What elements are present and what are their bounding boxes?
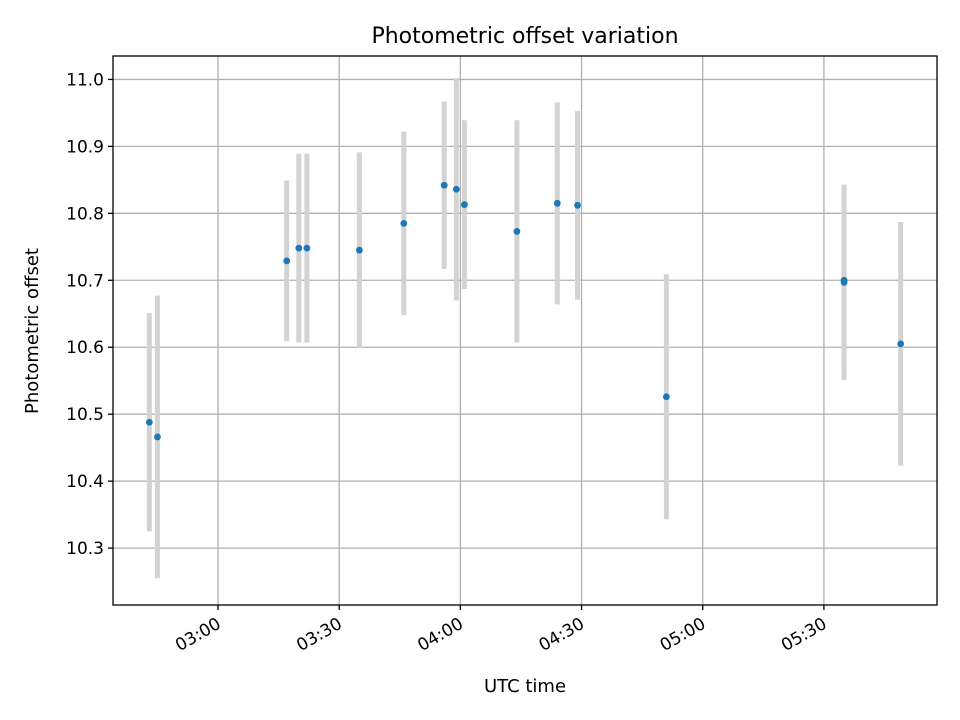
data-point	[553, 199, 561, 207]
y-tick-label: 10.6	[66, 338, 104, 358]
x-tick-label: 04:30	[536, 614, 588, 656]
data-point	[154, 433, 161, 441]
data-point	[303, 244, 311, 252]
data-point	[283, 257, 291, 265]
data-point	[461, 201, 468, 209]
plot-frame	[112, 55, 938, 606]
y-axis-label: Photometric offset	[22, 248, 43, 414]
y-tick-label: 10.5	[66, 405, 104, 425]
x-tick-label: 03:00	[172, 614, 224, 656]
x-tick-label: 05:30	[778, 614, 830, 656]
x-tick-label: 03:30	[293, 614, 345, 656]
data-point	[145, 418, 153, 426]
data-point	[897, 340, 905, 348]
tick-layer: 10.3 10.4 10.5 10.6 10.7 10.8 10.9 11.0 03:00 03:…	[66, 70, 830, 655]
data-point	[295, 244, 303, 252]
y-tick-label: 10.9	[66, 137, 104, 157]
x-tick-label: 04:00	[414, 614, 466, 656]
y-tick-label: 10.4	[66, 472, 104, 492]
data-point	[400, 219, 408, 227]
data-point	[440, 181, 448, 189]
errorbar-layer	[146, 78, 904, 579]
chart-title: Photometric offset variation	[371, 24, 678, 49]
data-point	[574, 201, 581, 209]
y-tick-label: 10.3	[66, 539, 104, 559]
x-axis-label: UTC time	[484, 676, 566, 697]
y-tick-label: 10.8	[66, 204, 104, 224]
data-point	[513, 228, 521, 235]
x-tick-label: 05:00	[657, 614, 709, 656]
point-layer	[145, 181, 905, 441]
data-point	[840, 278, 848, 286]
y-tick-label: 11.0	[66, 70, 104, 90]
data-point	[662, 393, 670, 401]
data-point	[355, 246, 363, 254]
grid-layer	[113, 56, 937, 605]
data-point	[452, 185, 460, 193]
y-tick-label: 10.7	[66, 271, 104, 291]
